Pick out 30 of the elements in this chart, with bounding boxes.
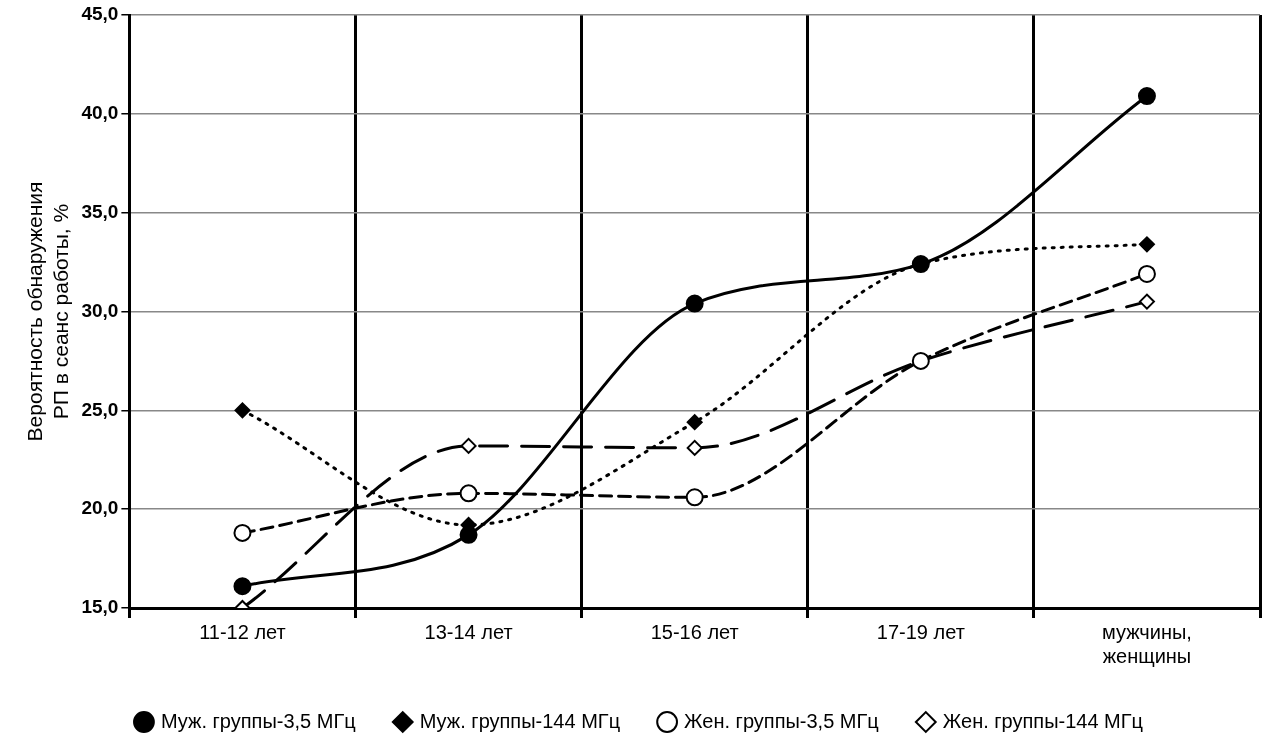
y-axis-title: Вероятность обнаружения РП в сеанс работы, %	[23, 181, 72, 442]
x-tick-label: 11-12 лет	[199, 620, 286, 643]
point	[686, 414, 703, 431]
y-tick-label: 30,0	[81, 299, 119, 321]
legend-label: Жен. группы-3,5 МГц	[684, 709, 879, 732]
y-tick-label: 15,0	[81, 596, 119, 618]
point	[233, 523, 252, 542]
x-tick-label: 13-14 лет	[424, 620, 513, 643]
point	[234, 402, 251, 419]
y-tick-label: 45,0	[81, 3, 119, 25]
point	[460, 437, 477, 454]
y-tick-label: 25,0	[81, 398, 119, 420]
point	[685, 488, 704, 507]
point	[685, 294, 704, 313]
legend-label: Жен. группы-144 МГц	[942, 709, 1144, 732]
x-tick-label: 17-19 лет	[876, 620, 965, 643]
point	[459, 484, 478, 503]
point	[1137, 264, 1156, 283]
y-tick-label: 35,0	[81, 200, 119, 222]
legend-label: Муж. группы-144 МГц	[419, 709, 621, 732]
y-tick-label: 20,0	[81, 497, 119, 519]
point	[686, 439, 703, 456]
point	[1138, 293, 1155, 310]
point	[1137, 87, 1156, 106]
point	[233, 577, 252, 596]
y-tick-label: 40,0	[81, 102, 119, 124]
point	[1138, 236, 1155, 253]
legend-label: Муж. группы-3,5 МГц	[160, 709, 356, 732]
x-tick-label: мужчины, женщины	[1101, 620, 1192, 667]
x-tick-label: 15-16 лет	[650, 620, 739, 643]
